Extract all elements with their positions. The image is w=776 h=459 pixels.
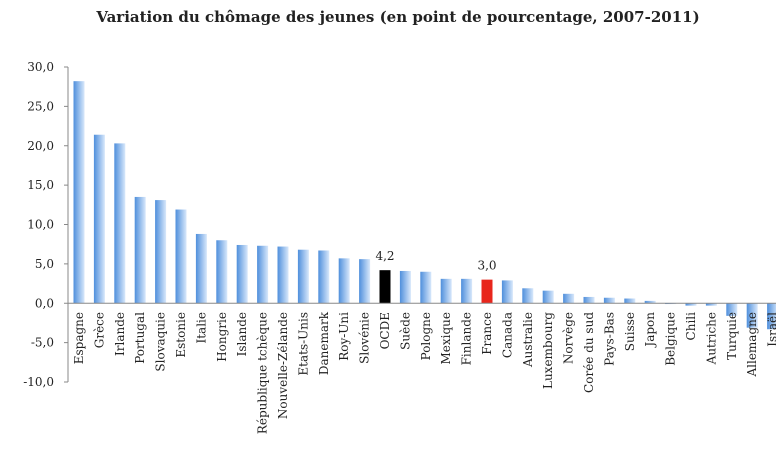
y-tick-label: 25,0 bbox=[27, 99, 54, 113]
x-tick-label: Etats-Unis bbox=[296, 312, 310, 376]
bar bbox=[277, 246, 289, 304]
bar bbox=[705, 303, 717, 306]
bar bbox=[399, 270, 411, 304]
y-tick-label: 20,0 bbox=[27, 139, 54, 153]
bar bbox=[379, 270, 391, 304]
x-tick-label: Autriche bbox=[704, 312, 718, 365]
x-tick-label: Israël bbox=[766, 312, 776, 347]
bar bbox=[175, 209, 187, 304]
x-tick-label: Luxembourg bbox=[541, 312, 555, 389]
y-tick-label: 10,0 bbox=[27, 218, 54, 232]
bar bbox=[297, 249, 309, 304]
x-tick-label: Pologne bbox=[419, 312, 433, 360]
x-tick-label: Nouvelle-Zélande bbox=[276, 312, 290, 419]
x-tick-label: République tchèque bbox=[256, 312, 270, 434]
x-tick-label: Canada bbox=[500, 312, 514, 358]
value-label: 4,2 bbox=[375, 249, 394, 263]
bar bbox=[481, 279, 493, 304]
x-tick-label: Espagne bbox=[72, 312, 86, 364]
bar bbox=[93, 134, 105, 304]
x-tick-label: France bbox=[480, 312, 494, 355]
bar bbox=[583, 296, 595, 304]
bar bbox=[73, 81, 85, 304]
x-tick-label: Mexique bbox=[439, 312, 453, 365]
bar bbox=[685, 303, 697, 306]
x-tick-label: Danemark bbox=[317, 311, 331, 375]
x-tick-label: Roy-Uni bbox=[337, 312, 351, 361]
bar bbox=[155, 200, 167, 304]
bar bbox=[726, 303, 738, 316]
value-label: 3,0 bbox=[477, 259, 496, 273]
bar bbox=[134, 196, 146, 304]
x-tick-label: Islande bbox=[235, 312, 249, 356]
bar bbox=[563, 293, 575, 304]
x-tick-label: Corée du sud bbox=[582, 312, 596, 393]
x-tick-label: OCDE bbox=[378, 312, 392, 349]
x-tick-label: Pays-Bas bbox=[602, 312, 616, 366]
x-tick-label: Grèce bbox=[92, 312, 106, 348]
bar bbox=[461, 278, 473, 304]
bar bbox=[420, 271, 432, 304]
y-tick-label: -10,0 bbox=[23, 375, 54, 389]
bar bbox=[644, 300, 656, 304]
chart-title: Variation du chômage des jeunes (en poin… bbox=[95, 8, 699, 26]
x-tick-label: Italie bbox=[194, 312, 208, 344]
y-tick-label: 5,0 bbox=[35, 257, 54, 271]
x-tick-label: Belgique bbox=[664, 312, 678, 366]
y-tick-label: -5,0 bbox=[31, 336, 54, 350]
x-tick-label: Irlande bbox=[113, 312, 127, 356]
x-tick-label: Suisse bbox=[623, 312, 637, 351]
x-tick-label: Finlande bbox=[460, 312, 474, 365]
y-tick-label: 30,0 bbox=[27, 60, 54, 74]
x-tick-label: Turquie bbox=[725, 312, 739, 360]
y-tick-label: 15,0 bbox=[27, 178, 54, 192]
bar bbox=[501, 280, 513, 304]
x-tick-label: Australie bbox=[521, 312, 535, 368]
bar bbox=[624, 298, 636, 304]
x-tick-label: Slovaquie bbox=[154, 312, 168, 372]
x-tick-label: Estonie bbox=[174, 312, 188, 358]
bar bbox=[114, 143, 126, 304]
x-tick-label: Slovénie bbox=[358, 312, 372, 364]
x-tick-label: Portugal bbox=[133, 312, 147, 364]
bar bbox=[236, 244, 248, 304]
x-tick-label: Norvège bbox=[562, 312, 576, 364]
bar bbox=[338, 258, 350, 304]
x-tick-label: Hongrie bbox=[215, 312, 229, 362]
bar bbox=[746, 303, 758, 328]
bar bbox=[257, 245, 269, 304]
bar bbox=[767, 303, 776, 330]
x-tick-label: Allemagne bbox=[745, 312, 759, 378]
x-tick-label: Chili bbox=[684, 312, 698, 341]
bar bbox=[216, 240, 228, 304]
bar bbox=[318, 250, 330, 304]
bar bbox=[440, 278, 452, 304]
bar bbox=[359, 259, 371, 304]
x-tick-label: Japon bbox=[643, 312, 657, 349]
bar bbox=[522, 288, 534, 304]
y-tick-label: 0,0 bbox=[35, 296, 54, 310]
bar bbox=[542, 290, 554, 304]
x-tick-label: Suède bbox=[398, 312, 412, 350]
bar bbox=[603, 297, 615, 304]
bar bbox=[195, 233, 207, 304]
